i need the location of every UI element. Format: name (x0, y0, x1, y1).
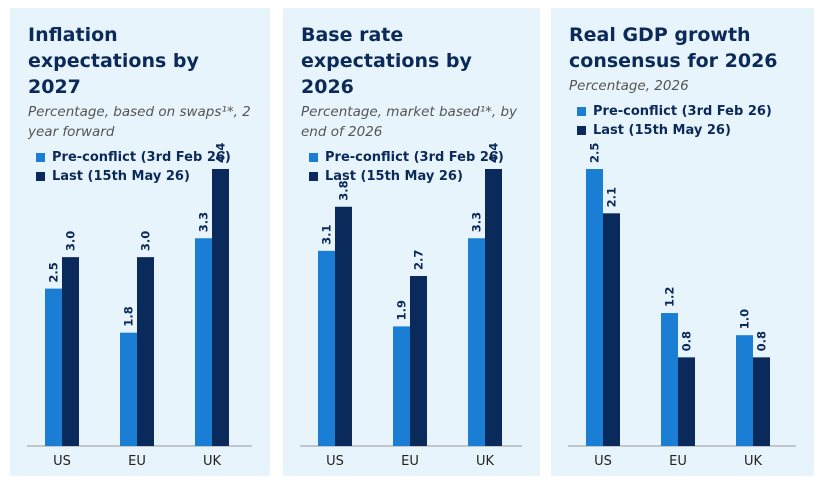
value-label: 1.0 (738, 309, 752, 329)
value-label: 3.3 (197, 212, 211, 232)
value-label: 2.5 (47, 262, 61, 282)
legend-item: Pre-conflict (3rd Feb 26) (577, 102, 796, 121)
legend-swatch (309, 153, 318, 162)
legend-swatch (36, 153, 45, 162)
legend-swatch (577, 107, 586, 116)
legend-label: Last (15th May 26) (593, 123, 731, 138)
x-tick-label: UK (476, 454, 495, 469)
value-label: 0.8 (680, 331, 694, 351)
bar (195, 238, 212, 446)
x-tick-label: US (53, 454, 71, 469)
chart-subtitle: Percentage, 2026 (569, 78, 689, 94)
bar (137, 257, 154, 446)
bar (45, 288, 62, 446)
value-label: 3.0 (64, 231, 78, 251)
x-tick-label: UK (203, 454, 222, 469)
bar (62, 257, 79, 446)
bar (468, 238, 485, 446)
value-label: 3.3 (470, 212, 484, 232)
x-tick-label: UK (744, 454, 763, 469)
legend-item: Pre-conflict (3rd Feb 26) (36, 148, 252, 167)
value-label: 4.4 (487, 143, 501, 163)
chart: US 3.1 3.8 EU 1.9 2.7 UK 3.3 4.4 (300, 143, 522, 469)
legend-label: Pre-conflict (3rd Feb 26) (593, 104, 772, 119)
x-tick-label: US (594, 454, 612, 469)
bar (212, 169, 229, 446)
legend-item: Last (15th May 26) (577, 121, 796, 140)
legend-swatch (36, 172, 45, 181)
bar (586, 169, 603, 446)
bar (318, 250, 335, 446)
bar (485, 169, 502, 446)
x-tick-label: EU (669, 454, 687, 469)
x-tick-label: EU (401, 454, 419, 469)
chart-subtitle: Percentage, based on swaps¹*, 2 year for… (28, 104, 251, 140)
value-label: 1.2 (663, 287, 677, 307)
bar (678, 357, 695, 446)
legend-item: Last (15th May 26) (309, 167, 522, 186)
value-label: 3.1 (320, 224, 334, 244)
x-tick-label: US (326, 454, 344, 469)
chart-title: Base rate expectations by 2026 (301, 24, 472, 98)
bar (736, 335, 753, 446)
legend: Pre-conflict (3rd Feb 26) Last (15th May … (577, 102, 796, 140)
legend-label: Pre-conflict (3rd Feb 26) (52, 150, 231, 165)
value-label: 2.7 (412, 250, 426, 270)
legend-swatch (577, 126, 586, 135)
legend-label: Last (15th May 26) (325, 169, 463, 184)
chart-subtitle: Percentage, market based¹*, by end of 20… (301, 104, 518, 140)
chart-panel: US 2.5 2.1 EU 1.2 0.8 UK 1.0 0.8 Real GDP growth … (551, 8, 814, 476)
value-label: 3.0 (139, 231, 153, 251)
legend-label: Last (15th May 26) (52, 169, 190, 184)
bar (120, 332, 137, 446)
legend-item: Pre-conflict (3rd Feb 26) (309, 148, 522, 167)
bar (603, 213, 620, 446)
legend-swatch (309, 172, 318, 181)
chart-panel: US 2.5 3.0 EU 1.8 3.0 UK 3.3 4.4 Inflation expect… (10, 8, 270, 476)
value-label: 0.8 (755, 331, 769, 351)
bar (753, 357, 770, 446)
value-label: 2.5 (588, 143, 602, 163)
bar (410, 276, 427, 446)
x-tick-label: EU (128, 454, 146, 469)
chart-title: Real GDP growth consensus for 2026 (569, 24, 778, 72)
chart-panel: US 3.1 3.8 EU 1.9 2.7 UK 3.3 4.4 Base rate expect… (283, 8, 540, 476)
legend: Pre-conflict (3rd Feb 26) Last (15th May … (36, 148, 252, 186)
value-label: 4.4 (214, 143, 228, 163)
value-label: 2.1 (605, 187, 619, 207)
legend-item: Last (15th May 26) (36, 167, 252, 186)
chart-title: Inflation expectations by 2027 (28, 24, 199, 98)
bar (661, 313, 678, 446)
legend: Pre-conflict (3rd Feb 26) Last (15th May … (309, 148, 522, 186)
value-label: 1.9 (395, 300, 409, 320)
bar (393, 326, 410, 446)
value-label: 3.8 (337, 180, 351, 200)
legend-label: Pre-conflict (3rd Feb 26) (325, 150, 504, 165)
value-label: 1.8 (122, 306, 136, 326)
bar (335, 206, 352, 446)
